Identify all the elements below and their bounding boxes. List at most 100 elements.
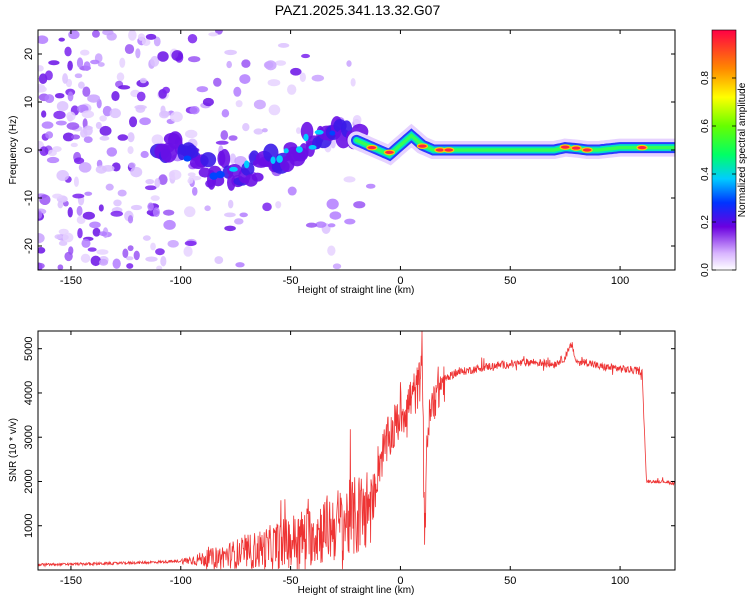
spectrogram-noise-blob — [224, 212, 236, 218]
spectrogram-noise-blob — [84, 191, 93, 196]
spectrogram-ridge — [149, 116, 675, 191]
colorbar-tick-label: 0.2 — [700, 215, 711, 229]
spectrogram-noise-blob — [167, 239, 179, 248]
spectrogram-xtick-label: -150 — [60, 275, 82, 287]
spectrogram-noise-blob — [332, 263, 342, 270]
spectrogram-noise-blob — [118, 85, 131, 90]
spectrogram-noise-blob — [184, 240, 197, 247]
spectrogram-noise-blob — [76, 205, 83, 216]
spectrogram-y-ticks: -20 -10 0 10 20 — [23, 48, 675, 254]
colorbar-ticks: 0.0 0.2 0.4 0.6 0.8 — [700, 71, 736, 277]
snr-ytick-label: 4000 — [23, 381, 35, 405]
spectrogram-noise-blob — [54, 92, 65, 99]
spectrogram-noise-blob — [134, 104, 147, 110]
spectrogram-noise-blob — [330, 138, 336, 149]
spectrogram-noise-blob — [38, 233, 45, 244]
spectrogram-noise-blob — [147, 202, 154, 211]
spectrogram-noise-blob — [301, 53, 311, 59]
snr-series-line — [38, 331, 675, 570]
spectrogram-noise-blob — [58, 240, 68, 246]
spectrogram-noise-blob — [208, 32, 219, 37]
spectrogram-noise-blob — [221, 109, 230, 118]
spectrogram-noise-blob — [170, 111, 183, 123]
snr-xtick-label: -150 — [60, 575, 82, 587]
spectrogram-noise-blob — [87, 94, 101, 103]
spectrogram-noise-blob — [275, 60, 287, 66]
spectrogram-noise-blob — [68, 246, 74, 255]
spectrogram-ytick-label: 10 — [23, 96, 35, 108]
spectrogram-noise-blob — [83, 61, 91, 72]
spectrogram-noise-blob — [160, 111, 170, 117]
spectrogram-xtick-label: 50 — [504, 275, 516, 287]
spectrogram-noise-blob — [127, 215, 134, 224]
spectrogram-noise-blob — [124, 44, 135, 55]
spectrogram-xtick-label: -50 — [283, 275, 299, 287]
spectrogram-noise-blob — [64, 46, 72, 57]
snr-xtick-label: 100 — [611, 575, 629, 587]
spectrogram-ridge-peak — [243, 160, 250, 169]
spectrogram-noise-blob — [41, 110, 47, 118]
spectrogram-noise-blob — [139, 77, 147, 84]
spectrogram-noise-blob — [44, 94, 55, 104]
spectrogram-noise-blob — [171, 50, 184, 61]
spectrogram-noise-blob — [95, 165, 107, 174]
spectrogram-noise-blob — [145, 256, 158, 262]
spectrogram-noise-blob — [184, 129, 198, 139]
spectrogram-noise-blob — [62, 232, 74, 243]
colorbar-tick-label: 0.0 — [700, 263, 711, 277]
spectrogram-noise-blob — [38, 35, 49, 45]
spectrogram-noise-blob — [213, 77, 222, 87]
spectrogram-noise-blob — [150, 195, 160, 201]
spectrogram-noise-blob — [145, 33, 157, 40]
spectrogram-ridge-peak — [209, 172, 219, 180]
spectrogram-noise-blob — [139, 117, 151, 126]
spectrogram-noise-blob — [327, 245, 336, 256]
colorbar-tick-label: 0.4 — [700, 167, 711, 181]
spectrogram-noise-blob — [91, 30, 100, 38]
spectrogram-noise-blob — [242, 123, 250, 132]
spectrogram-noise-blob — [160, 256, 167, 267]
spectrogram-ridge-peak — [183, 155, 192, 162]
spectrogram-noise-blob — [150, 242, 156, 251]
spectrogram-noise-blob — [70, 142, 78, 148]
spectrogram-ridge-peak — [295, 146, 303, 153]
snr-xtick-label: 50 — [504, 575, 516, 587]
spectrogram-noise-blob — [154, 178, 161, 188]
spectrogram-noise-blob — [38, 262, 45, 270]
spectrogram-hot-spot — [581, 147, 593, 153]
spectrogram-noise-blob — [141, 38, 151, 46]
spectrogram-noise-blob — [162, 86, 170, 94]
spectrogram-noise-blob — [90, 255, 101, 267]
spectrogram-xtick-label: 0 — [397, 275, 403, 287]
snr-y-ticks: 1000 2000 3000 4000 5000 — [23, 336, 675, 538]
spectrogram-noise-blob — [67, 207, 73, 218]
snr-y-axis-label: SNR (10 * v/v) — [8, 418, 19, 482]
spectrogram-noise-blob — [72, 193, 85, 199]
spectrogram-noise-blob — [315, 221, 327, 228]
spectrogram-hot-spot — [443, 147, 455, 153]
spectrogram-noise-blob — [233, 86, 242, 97]
spectrogram-noise-blob — [95, 121, 102, 129]
spectrogram-ridge-peak — [303, 133, 309, 142]
spectrogram-noise-blob — [113, 199, 122, 207]
spectrogram-noise-blob — [119, 57, 126, 68]
colorbar-frame — [711, 29, 737, 271]
spectrogram-noise-blob — [55, 120, 67, 126]
spectrogram-noise-blob — [353, 201, 366, 209]
spectrogram-noise-blob — [192, 186, 198, 196]
spectrogram-noise-blob — [196, 86, 209, 93]
spectrogram-noise-blob — [290, 67, 302, 76]
spectrogram-noise-blob — [102, 30, 114, 36]
spectrogram-noise-blob — [151, 134, 164, 146]
colorbar-tick-label: 0.8 — [700, 71, 711, 85]
spectrogram-ridge-peak — [329, 130, 336, 136]
spectrogram-noise-blob — [140, 150, 149, 158]
spectrogram-noise-blob — [38, 84, 46, 91]
spectrogram-noise-blob — [83, 125, 93, 136]
spectrogram-noise-blob — [92, 227, 101, 237]
spectrogram-noise-blob — [183, 246, 193, 257]
spectrogram-ytick-label: -20 — [23, 238, 35, 254]
snr-xtick-label: -50 — [283, 575, 299, 587]
spectrogram-noise-blob — [128, 162, 136, 169]
